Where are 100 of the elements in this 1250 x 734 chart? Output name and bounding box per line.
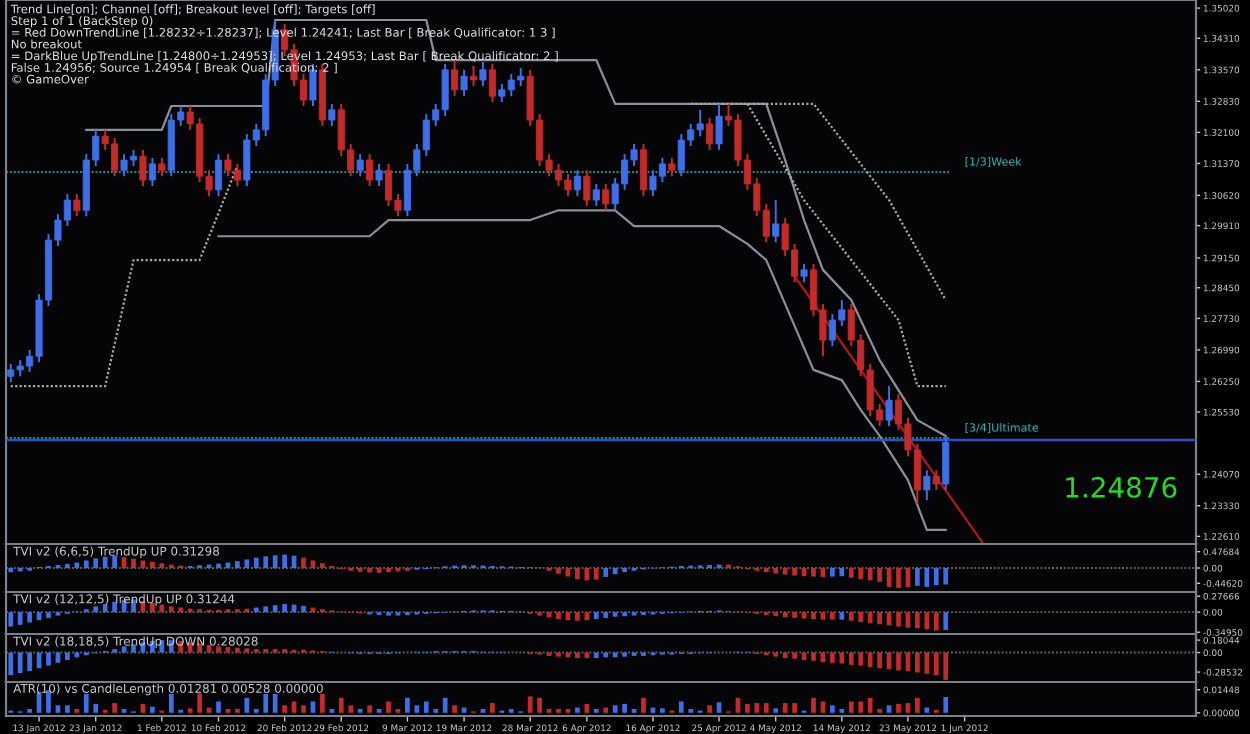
bar (282, 554, 287, 568)
candlestick (772, 199, 780, 244)
bar (150, 706, 155, 713)
bar (820, 612, 826, 620)
bar (915, 652, 920, 673)
bar (830, 705, 835, 713)
bar (877, 568, 882, 582)
bar (848, 612, 854, 621)
bar (924, 568, 930, 587)
bar (367, 705, 372, 713)
bar (93, 606, 99, 613)
bar (197, 693, 202, 713)
bar (811, 697, 816, 713)
bar (943, 612, 949, 630)
bar (830, 612, 835, 620)
bar (792, 703, 797, 713)
candlestick (592, 182, 600, 207)
bar (27, 652, 32, 672)
candlestick (375, 162, 383, 187)
bar (272, 555, 278, 568)
bar (839, 612, 845, 620)
bar (575, 707, 580, 713)
bar (263, 556, 269, 568)
bar (93, 703, 99, 713)
candlestick (800, 262, 808, 284)
bar (924, 652, 930, 674)
bar (442, 697, 448, 713)
bar (253, 607, 259, 613)
bar (150, 561, 155, 568)
bar (867, 568, 873, 581)
bar (811, 612, 816, 620)
bar (811, 652, 816, 661)
bar (754, 703, 760, 713)
bar (896, 703, 901, 713)
candlestick (602, 182, 610, 212)
bar (244, 697, 250, 713)
candlestick (139, 148, 147, 187)
candlestick (942, 434, 950, 491)
bar (112, 703, 117, 713)
bar (830, 568, 835, 577)
bar (452, 705, 457, 713)
bar (17, 612, 23, 625)
candlestick (573, 169, 581, 198)
bar (612, 568, 618, 575)
bar (178, 607, 184, 613)
bar (187, 642, 193, 653)
bar (405, 697, 410, 713)
bar (414, 705, 420, 713)
bar (65, 705, 70, 713)
bar (74, 562, 80, 568)
bar (216, 646, 221, 653)
candlestick (73, 193, 81, 218)
bar (593, 652, 599, 658)
bar (896, 612, 901, 627)
bar (216, 701, 221, 713)
candlestick (328, 102, 336, 127)
bar (877, 612, 882, 625)
bar (159, 640, 165, 653)
bar (830, 652, 835, 663)
bar (858, 568, 864, 579)
bar (46, 652, 51, 666)
bar (17, 652, 23, 674)
candlestick (356, 153, 364, 178)
candlestick (923, 469, 931, 502)
bar (263, 606, 269, 613)
bar (933, 612, 939, 631)
bar (423, 701, 429, 713)
candlestick (366, 153, 374, 187)
bar (782, 568, 788, 575)
bar (943, 568, 949, 585)
bar (490, 703, 495, 713)
bar (745, 703, 750, 713)
bar (537, 697, 542, 713)
bar (386, 701, 391, 713)
bar (867, 697, 873, 713)
bar (282, 604, 287, 613)
bar (112, 555, 117, 568)
bar (811, 568, 816, 577)
bar (301, 557, 306, 568)
bar (565, 568, 571, 577)
bar (159, 604, 165, 613)
bar (272, 693, 278, 713)
bar (102, 604, 108, 613)
bar (244, 559, 250, 568)
bar (168, 693, 174, 713)
bar (915, 568, 920, 586)
bar (612, 705, 618, 713)
candlestick (469, 65, 478, 87)
candlestick (460, 68, 468, 98)
candlestick (715, 102, 723, 151)
bar (839, 652, 845, 664)
bar (556, 612, 561, 620)
bar (348, 705, 354, 713)
bar (886, 705, 892, 713)
bar (27, 612, 32, 623)
bar (282, 705, 287, 713)
bar (782, 652, 788, 658)
bar (65, 652, 70, 661)
bar (301, 705, 306, 713)
bar (225, 647, 231, 653)
